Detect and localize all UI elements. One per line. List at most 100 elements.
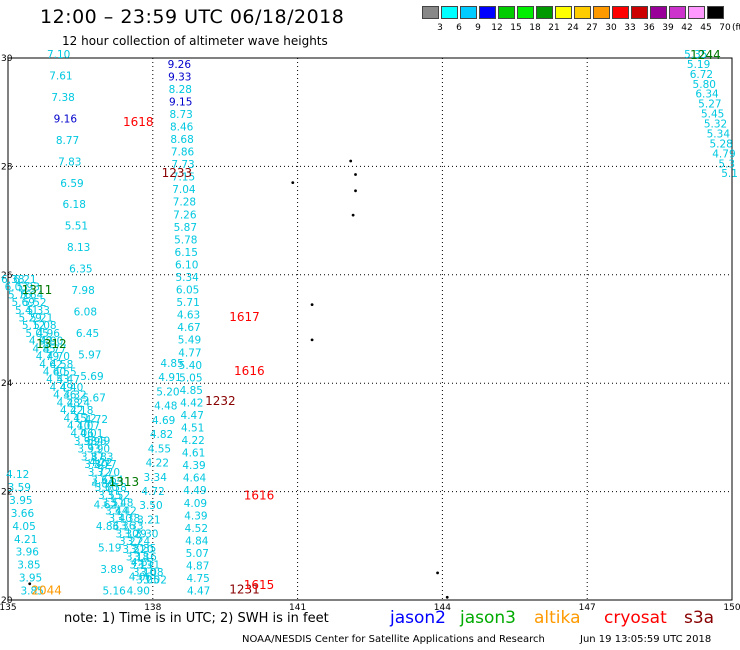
wave-height-point: 6.05 <box>176 285 199 297</box>
page-subtitle: 12 hour collection of altimeter wave hei… <box>62 34 328 48</box>
wave-height-point: 5.87 <box>174 222 197 234</box>
wave-height-point: 3.18 <box>126 552 149 564</box>
wave-height-point: 5.78 <box>174 234 197 246</box>
wave-height-point: 6.38 <box>1 274 24 286</box>
wave-height-point: 4.32 <box>63 390 86 402</box>
wave-height-point: 5.19 <box>98 543 121 555</box>
wave-height-point: 4.85 <box>32 343 55 355</box>
land-dot <box>445 595 449 599</box>
wave-height-point: 3.70 <box>97 467 120 479</box>
wave-height-point: 4.91 <box>158 372 181 384</box>
colorbar-label: 24 <box>567 23 579 33</box>
wave-height-point: 3.90 <box>87 444 110 456</box>
wave-height-point: 3.27 <box>119 536 142 548</box>
wave-height-point: 3.05 <box>136 575 159 587</box>
wave-height-point: 4.15 <box>64 413 87 425</box>
wave-height-point: 7.28 <box>173 197 196 209</box>
colorbar-label: 3 <box>437 23 443 33</box>
wave-height-point: 4.47 <box>187 586 210 598</box>
wave-height-point: 3.77 <box>93 459 116 471</box>
footer-timestamp: Jun 19 13:05:59 UTC 2018 <box>580 634 712 645</box>
wave-height-point: 5.52 <box>23 297 46 309</box>
wave-height-point: 4.77 <box>178 347 201 359</box>
colorbar-label: 33 <box>624 23 636 33</box>
wave-height-point: 4.10 <box>67 420 90 432</box>
wave-height-point: 3.58 <box>103 482 126 494</box>
wave-height-point: 4.72 <box>85 414 108 426</box>
land-dot <box>291 181 295 185</box>
wave-height-point: 4.55 <box>148 443 171 455</box>
colorbar-label: 36 <box>643 23 655 33</box>
wave-height-point: 3.11 <box>137 559 160 571</box>
wave-height-point: 4.48 <box>154 401 177 413</box>
pass-time-label: 1311 <box>22 283 53 297</box>
wave-height-point: 4.51 <box>181 423 204 435</box>
wave-height-point: 4.09 <box>184 498 207 510</box>
wave-height-point: 5.19 <box>687 59 710 71</box>
wave-height-point: 4.77 <box>43 343 66 355</box>
wave-height-point: 4.87 <box>186 560 209 572</box>
wave-height-point: 3.21 <box>122 544 145 556</box>
wave-height-point: 4.12 <box>73 413 96 425</box>
wave-height-point: 3.93 <box>77 444 100 456</box>
land-dot <box>28 582 32 586</box>
wave-height-point: 5.64 <box>20 289 44 301</box>
wave-height-point: 4.55 <box>53 366 76 378</box>
wave-height-point: 6.59 <box>60 178 83 190</box>
footer-note: note: 1) Time is in UTC; 2) SWH is in fe… <box>64 611 329 626</box>
wave-height-point: 4.72 <box>141 486 164 498</box>
colorbar-label: 18 <box>529 23 541 33</box>
map-frame <box>7 57 733 601</box>
wave-height-point: 3.96 <box>16 547 40 559</box>
wave-height-point: 3.98 <box>74 436 97 448</box>
colorbar-swatch <box>498 6 515 19</box>
colorbar-swatch <box>479 6 496 19</box>
wave-height-point: 3.38 <box>117 513 140 525</box>
lon-tick-label: 141 <box>289 603 306 613</box>
wave-height-point: 4.62 <box>94 500 117 512</box>
wave-height-point: 3.87 <box>81 451 104 463</box>
wave-height-point: 4.12 <box>6 469 29 481</box>
wave-height-point: 4.62 <box>39 359 62 371</box>
wave-height-point: 3.24 <box>127 536 151 548</box>
pass-time-labels: 1618 1233 1311 1617 1312 1616 1232 1313 1616 1231… <box>22 48 721 597</box>
wave-height-point: 4.85 <box>180 385 203 397</box>
wave-height-point: 5.69 <box>12 297 35 309</box>
colorbar-label: 70 <box>719 23 731 33</box>
wave-height-point: 6.45 <box>76 328 99 340</box>
wave-height-point: 4.60 <box>43 366 66 378</box>
wave-height-point: 5.07 <box>186 548 209 560</box>
wave-height-point: 4.40 <box>60 382 83 394</box>
lon-tick-label: 138 <box>144 603 161 613</box>
wave-height-point: 4.22 <box>181 435 204 447</box>
wave-height-point: 4.39 <box>182 460 205 472</box>
wave-height-point: 5.34 <box>707 128 731 140</box>
page-title: 12:00 – 23:59 UTC 06/18/2018 <box>40 6 345 28</box>
wave-height-point: 4.70 <box>47 351 70 363</box>
wave-height-point: 5.93 <box>17 282 40 294</box>
pass-time-label: 1618 <box>123 115 154 129</box>
lat-tick-label: 20 <box>1 596 13 606</box>
colorbar-swatch <box>536 6 553 19</box>
colorbar-swatch <box>574 6 591 19</box>
wave-height-point: 5.41 <box>15 305 38 317</box>
wave-height-point: 9.26 <box>168 59 192 71</box>
colorbar-swatch <box>631 6 648 19</box>
wave-height-point: 5.35 <box>684 49 707 61</box>
wave-height-point: 4.84 <box>185 535 209 547</box>
wave-height-point: 4.47 <box>57 374 80 386</box>
colorbar-swatch <box>688 6 705 19</box>
wave-height-point: 8.13 <box>67 242 90 254</box>
legend-cryosat: cryosat <box>604 608 667 628</box>
lat-tick-label: 28 <box>1 162 13 172</box>
wave-height-point: 5.34 <box>175 272 199 284</box>
colorbar-label: 15 <box>510 23 522 33</box>
wave-height-point: 4.28 <box>57 397 80 409</box>
wave-height-point: 5.12 <box>22 320 45 332</box>
wave-height-point: 5.33 <box>27 305 50 317</box>
colorbar-label: 9 <box>475 23 481 33</box>
wave-height-point: 9.15 <box>169 96 192 108</box>
wave-height-point: 4.39 <box>184 510 207 522</box>
wave-height-point: 3.55 <box>98 490 121 502</box>
colorbar-swatch <box>593 6 610 19</box>
